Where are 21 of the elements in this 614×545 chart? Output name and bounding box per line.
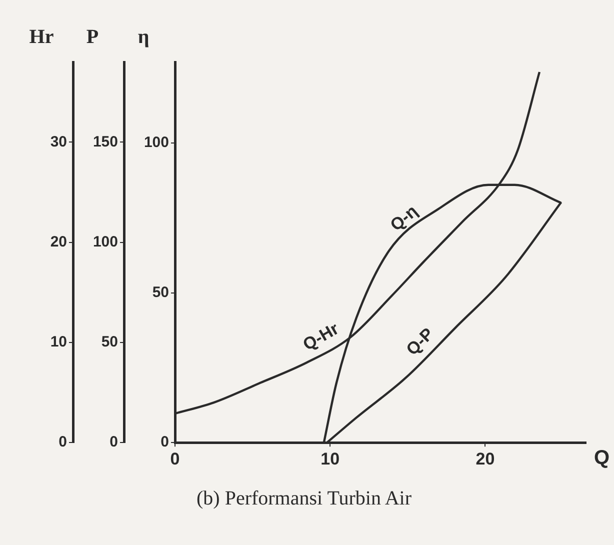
- x-tick-label: 10: [320, 449, 340, 468]
- y3-tick-label: 20: [50, 233, 67, 250]
- y2-tick-label: 150: [92, 133, 118, 150]
- y2-tick-label: 50: [101, 334, 118, 351]
- y3-tick-label: 0: [58, 434, 67, 451]
- text: Q-Hr: [300, 318, 342, 354]
- y-tick-label: 0: [160, 434, 169, 451]
- y3-axis-title: Hr: [29, 26, 54, 48]
- x-axis-title: Q: [594, 447, 610, 470]
- y3-tick-label: 10: [50, 334, 67, 351]
- y2-tick-label: 0: [110, 434, 118, 451]
- y2-tick-label: 100: [92, 233, 118, 250]
- y-axis-title: η: [138, 26, 150, 48]
- text: (b) Performansi Turbin Air: [196, 487, 412, 510]
- y3-tick-label: 30: [50, 133, 67, 150]
- y-tick-label: 50: [152, 284, 169, 301]
- x-tick-label: 20: [476, 449, 495, 468]
- y2-axis-title: P: [86, 26, 99, 48]
- y-tick-label: 100: [144, 134, 169, 152]
- text: Q-P: [402, 324, 438, 360]
- text: Q-η: [386, 201, 422, 235]
